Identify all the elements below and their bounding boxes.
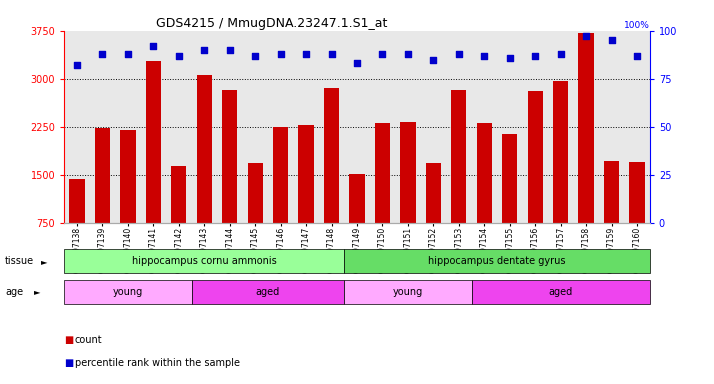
Point: [402, 51, 413, 57]
Bar: [191, 280, 344, 304]
Text: ■: ■: [64, 358, 74, 368]
Bar: [344, 249, 650, 273]
Bar: [298, 126, 313, 223]
Text: tissue: tissue: [5, 256, 34, 266]
Bar: [95, 128, 110, 223]
Bar: [578, 33, 594, 223]
Bar: [471, 280, 650, 304]
Point: [377, 51, 388, 57]
Point: [148, 43, 159, 49]
Point: [198, 47, 210, 53]
Text: hippocampus cornu ammonis: hippocampus cornu ammonis: [132, 256, 276, 266]
Text: hippocampus dentate gyrus: hippocampus dentate gyrus: [428, 256, 565, 266]
Bar: [553, 81, 568, 223]
Bar: [171, 166, 186, 223]
Point: [580, 33, 592, 40]
Text: ►: ►: [41, 257, 48, 266]
Point: [530, 53, 541, 59]
Text: aged: aged: [548, 287, 573, 297]
Bar: [69, 179, 85, 223]
Point: [122, 51, 134, 57]
Bar: [528, 91, 543, 223]
Text: young: young: [113, 287, 143, 297]
Text: ►: ►: [34, 287, 40, 296]
Point: [631, 53, 643, 59]
Text: age: age: [5, 287, 23, 297]
Point: [504, 55, 516, 61]
Point: [606, 37, 618, 43]
Point: [224, 47, 236, 53]
Point: [173, 53, 184, 59]
Point: [478, 53, 490, 59]
Text: percentile rank within the sample: percentile rank within the sample: [75, 358, 240, 368]
Bar: [604, 161, 619, 223]
Text: 100%: 100%: [624, 21, 650, 30]
Bar: [502, 134, 518, 223]
Bar: [120, 130, 136, 223]
Point: [96, 51, 108, 57]
Bar: [375, 123, 390, 223]
Bar: [426, 163, 441, 223]
Point: [249, 53, 261, 59]
Bar: [477, 123, 492, 223]
Bar: [349, 174, 365, 223]
Bar: [196, 75, 212, 223]
Text: GDS4215 / MmugDNA.23247.1.S1_at: GDS4215 / MmugDNA.23247.1.S1_at: [156, 17, 387, 30]
Text: young: young: [393, 287, 423, 297]
Bar: [401, 122, 416, 223]
Bar: [629, 162, 645, 223]
Text: aged: aged: [256, 287, 280, 297]
Bar: [451, 90, 466, 223]
Text: ■: ■: [64, 335, 74, 345]
Bar: [344, 280, 471, 304]
Bar: [273, 127, 288, 223]
Point: [275, 51, 286, 57]
Bar: [64, 280, 191, 304]
Point: [326, 51, 337, 57]
Point: [453, 51, 465, 57]
Point: [555, 51, 566, 57]
Point: [301, 51, 312, 57]
Bar: [324, 88, 339, 223]
Text: count: count: [75, 335, 103, 345]
Point: [428, 56, 439, 63]
Point: [351, 60, 363, 66]
Point: [71, 62, 83, 68]
Bar: [146, 61, 161, 223]
Bar: [248, 163, 263, 223]
Bar: [64, 249, 344, 273]
Bar: [222, 90, 237, 223]
